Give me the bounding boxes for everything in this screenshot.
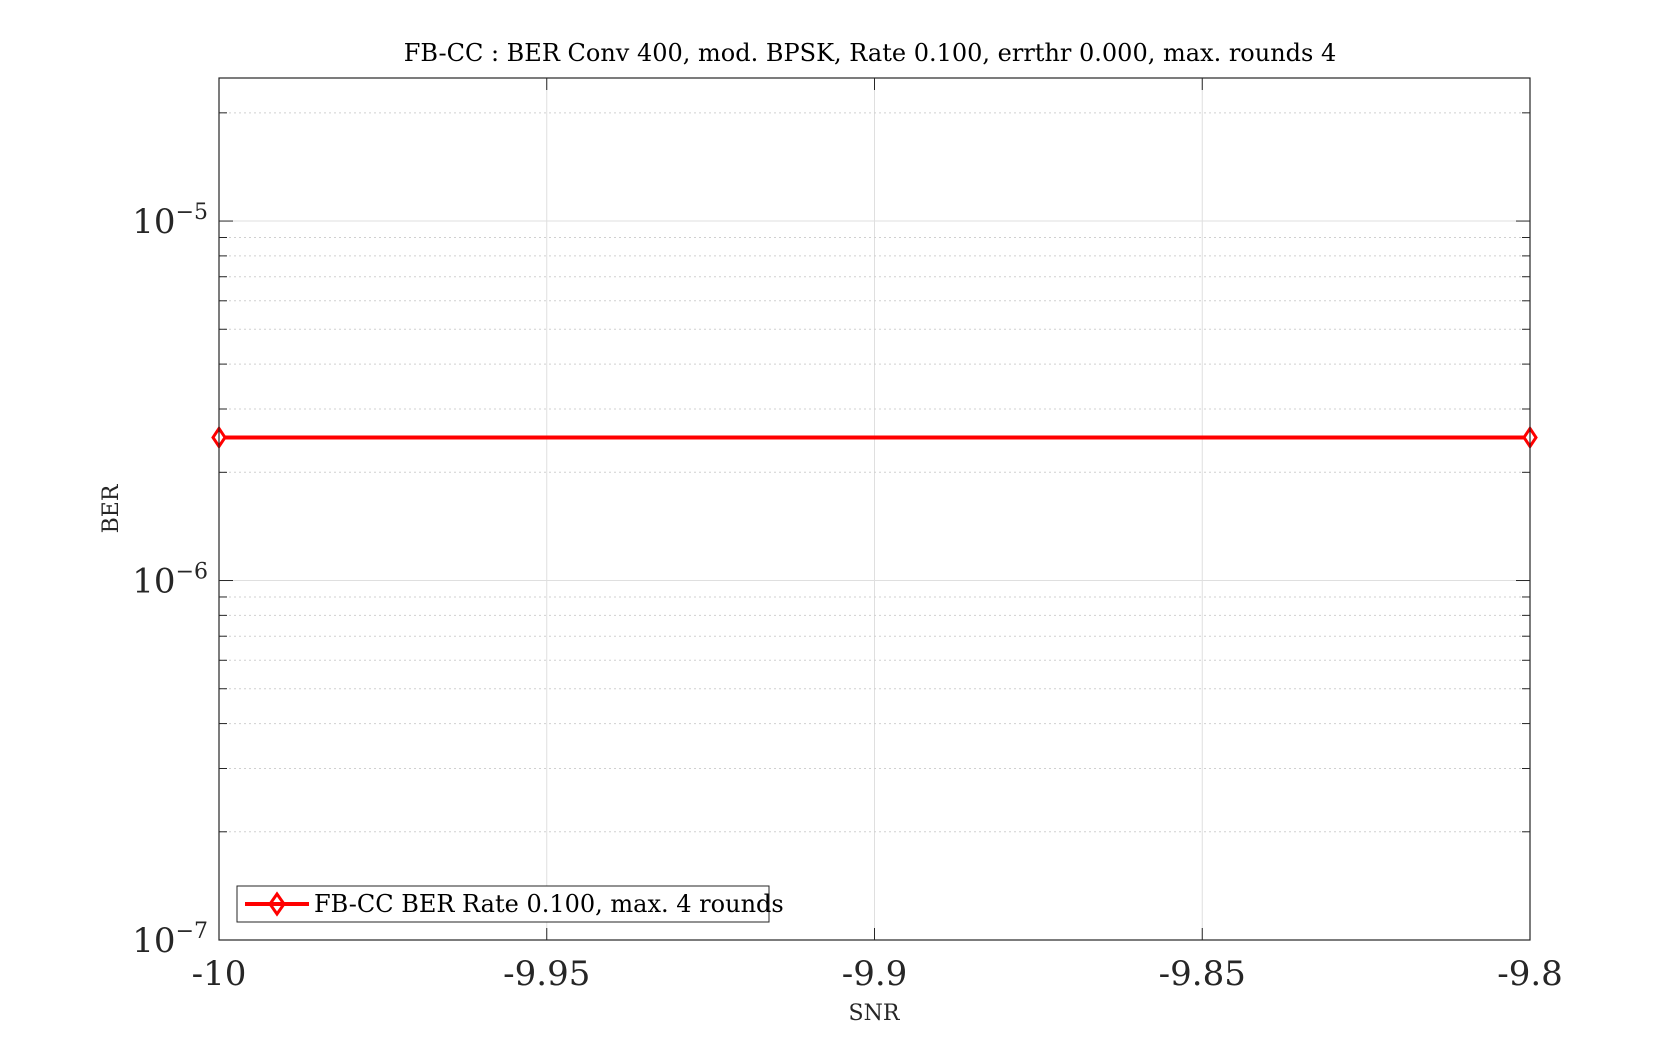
x-tick-label: -9.85: [1159, 954, 1246, 994]
legend-entry-label: FB-CC BER Rate 0.100, max. 4 rounds: [314, 890, 784, 918]
x-tick-label: -9.8: [1497, 954, 1563, 994]
y-tick-labels: 10−7 10−6 10−5: [132, 200, 208, 961]
x-tick-label: -9.9: [842, 954, 908, 994]
y-axis-label: BER: [99, 483, 124, 533]
y-tick-label: 10−5: [132, 200, 208, 242]
legend-diamond-marker: [268, 891, 286, 917]
y-tick-label: 10−6: [132, 560, 208, 602]
x-tick-label: -10: [192, 954, 247, 994]
grid-lines: [219, 78, 1530, 940]
x-tick-labels: -10 -9.95 -9.9 -9.85 -9.8: [192, 954, 1563, 994]
legend: FB-CC BER Rate 0.100, max. 4 rounds: [236, 885, 784, 923]
axes-box: [218, 77, 1531, 941]
chart-title: FB-CC : BER Conv 400, mod. BPSK, Rate 0.…: [404, 39, 1337, 67]
x-tick-label: -9.95: [503, 954, 590, 994]
legend-box: [236, 885, 770, 923]
x-axis-label: SNR: [849, 1001, 901, 1026]
y-tick-label: 10−7: [132, 919, 208, 961]
